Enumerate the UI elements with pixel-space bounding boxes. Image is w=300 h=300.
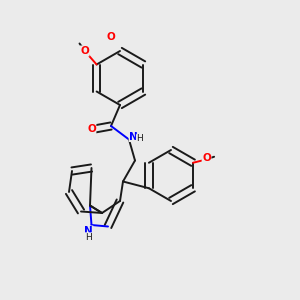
Text: N: N <box>129 131 138 142</box>
Text: H: H <box>85 232 92 242</box>
Text: O: O <box>80 46 89 56</box>
Text: O: O <box>87 124 96 134</box>
Text: N: N <box>84 226 93 236</box>
Text: O: O <box>202 153 211 163</box>
Text: O: O <box>106 32 116 43</box>
Text: H: H <box>136 134 143 143</box>
